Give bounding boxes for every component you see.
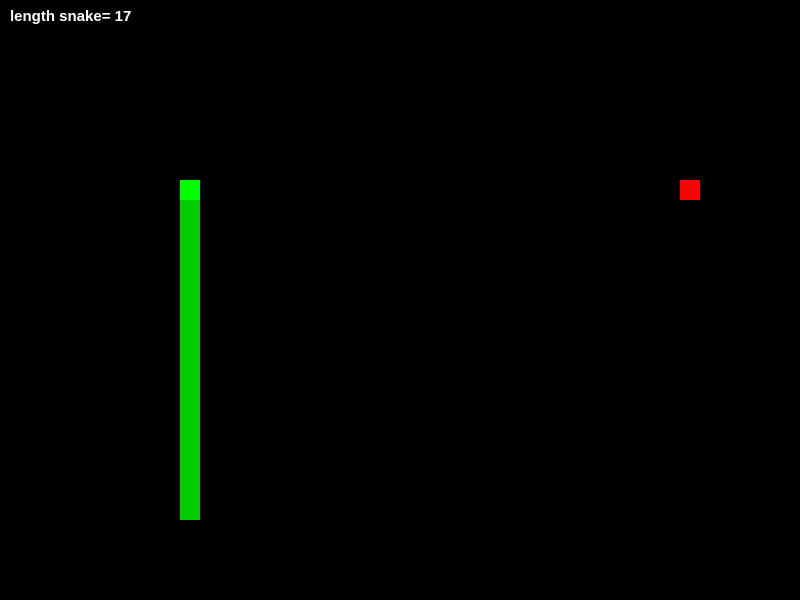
- snake-body-segment: [180, 280, 200, 300]
- snake-body-segment: [180, 260, 200, 280]
- snake-body-segment: [180, 500, 200, 520]
- food: [680, 180, 700, 200]
- snake-body-segment: [180, 420, 200, 440]
- snake-body-segment: [180, 240, 200, 260]
- snake-body-segment: [180, 220, 200, 240]
- snake-body-segment: [180, 480, 200, 500]
- snake-body-segment: [180, 440, 200, 460]
- snake-head: [180, 180, 200, 200]
- snake-body-segment: [180, 360, 200, 380]
- snake-body-segment: [180, 340, 200, 360]
- snake-body-segment: [180, 380, 200, 400]
- snake-length-label: length snake= 17: [10, 8, 132, 25]
- snake-body-segment: [180, 300, 200, 320]
- snake-body-segment: [180, 460, 200, 480]
- snake-body-segment: [180, 320, 200, 340]
- snake-body-segment: [180, 200, 200, 220]
- snake-body-segment: [180, 400, 200, 420]
